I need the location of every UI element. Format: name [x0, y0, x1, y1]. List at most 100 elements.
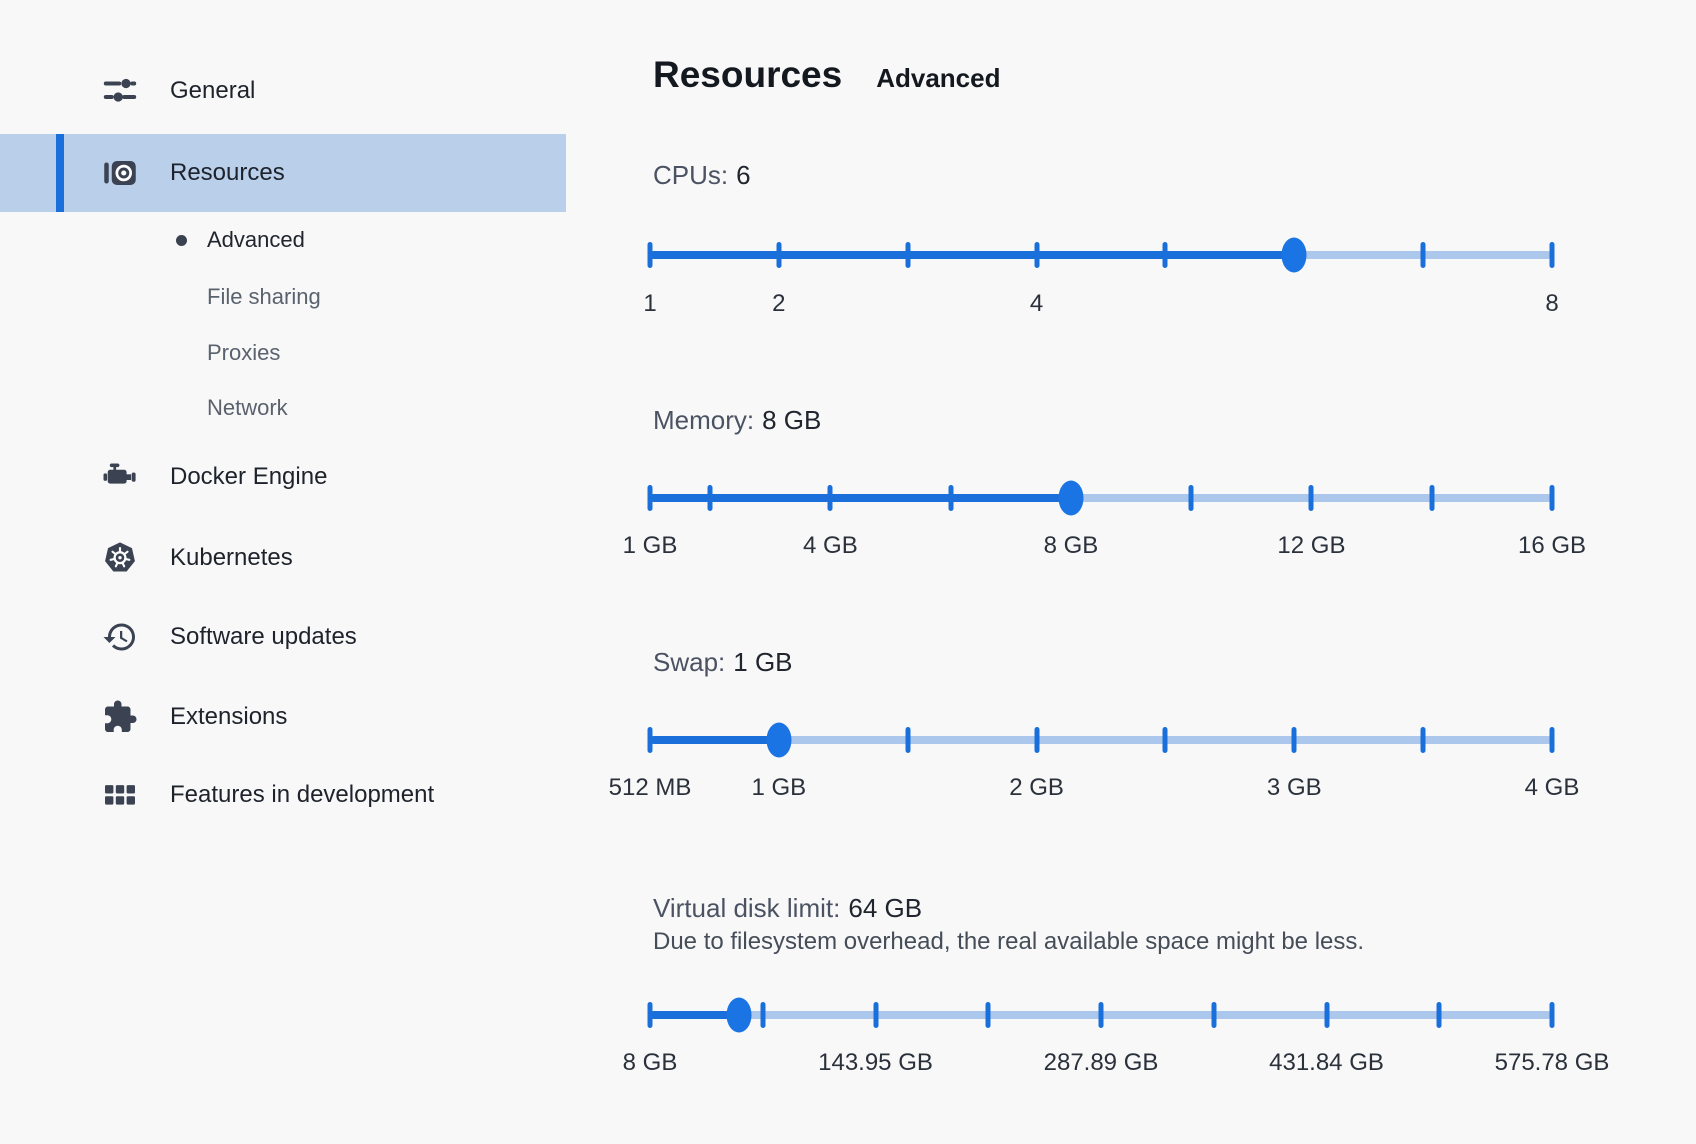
slider-tick [647, 242, 653, 268]
slider-tick [905, 242, 911, 268]
slider-tick-label: 8 GB [1043, 532, 1099, 559]
memory-slider[interactable] [647, 478, 1555, 518]
sidebar-item-label: Features in development [170, 781, 435, 808]
slider-handle[interactable] [726, 997, 752, 1033]
page-subtitle: Advanced [876, 63, 1001, 93]
sidebar-item-extensions[interactable]: Extensions [0, 677, 566, 757]
sidebar-item-label: Extensions [170, 703, 288, 730]
slider-handle[interactable] [766, 722, 792, 758]
slider-tick-label: 2 GB [1009, 774, 1064, 801]
sidebar-item-label: Docker Engine [170, 463, 328, 490]
sidebar-item-features-in-development[interactable]: Features in development [0, 755, 566, 835]
slider-tick [1098, 1002, 1104, 1028]
sidebar-item-label: Software updates [170, 623, 357, 650]
slider-tick-label: 512 MB [608, 774, 692, 801]
slider-tick-label: 4 [1029, 290, 1044, 317]
tune-icon [102, 73, 138, 109]
slider-tick-label: 2 [772, 290, 786, 317]
slider-tick-label: 8 GB [622, 1049, 678, 1076]
slider-track [650, 494, 1552, 502]
kubernetes-icon [102, 540, 138, 576]
slider-tick [948, 485, 954, 511]
slider-tick [1429, 485, 1435, 511]
swap-label: Swap: 1 GB [653, 647, 793, 677]
history-icon [102, 619, 138, 655]
sidebar-subitem-advanced[interactable]: Advanced [207, 227, 305, 252]
slider-tick-label: 12 GB [1277, 532, 1346, 559]
slider-tick-label: 16 GB [1517, 532, 1587, 559]
puzzle-icon [102, 699, 138, 735]
slider-tick [1420, 727, 1426, 753]
virtual-disk-limit-note: Due to filesystem overhead, the real ava… [653, 928, 1365, 955]
slider-tick [760, 1002, 766, 1028]
slider-tick [905, 727, 911, 753]
slider-tick [985, 1002, 991, 1028]
slider-fill [650, 736, 779, 744]
resources-icon [102, 155, 138, 191]
slider-tick [647, 1002, 653, 1028]
virtual-disk-limit-slider[interactable] [647, 995, 1555, 1035]
swap-tick-labels: 512 MB 1 GB 2 GB 3 GB 4 GB [609, 774, 1580, 802]
slider-fill [650, 494, 1071, 502]
slider-tick-label: 431.84 GB [1269, 1049, 1384, 1076]
slider-tick [1549, 485, 1555, 511]
slider-track [650, 736, 1552, 744]
slider-tick [1436, 1002, 1442, 1028]
cpus-value: 6 [736, 160, 751, 190]
slider-tick [1549, 1002, 1555, 1028]
slider-fill [650, 251, 1295, 259]
slider-tick-label: 1 GB [751, 774, 807, 801]
slider-tick-label: 143.95 GB [818, 1049, 933, 1076]
sidebar-item-docker-engine[interactable]: Docker Engine [0, 437, 566, 517]
slider-tick [647, 727, 653, 753]
slider-tick [776, 242, 782, 268]
slider-tick [1291, 727, 1297, 753]
slider-handle[interactable] [1281, 237, 1307, 273]
slider-tick-label: 1 GB [622, 532, 678, 559]
slider-tick [1034, 727, 1040, 753]
memory-tick-labels: 1 GB 4 GB 8 GB 12 GB 16 GB [623, 532, 1586, 560]
sidebar-subitem-file-sharing[interactable]: File sharing [207, 284, 321, 309]
cpus-tick-labels: 1 2 4 8 [643, 290, 1558, 318]
sidebar-item-label: Resources [170, 159, 285, 186]
sidebar-item-label: Kubernetes [170, 544, 293, 571]
slider-tick-label: 8 [1545, 290, 1559, 317]
slider-tick-label: 575.78 GB [1494, 1049, 1610, 1076]
sidebar-subitem-proxies[interactable]: Proxies [207, 340, 281, 365]
sidebar-item-resources[interactable]: Resources [0, 134, 566, 212]
virtual-disk-limit-label: Virtual disk limit: 64 GB [653, 893, 923, 923]
slider-tick [1549, 727, 1555, 753]
selected-accent-bar [56, 134, 64, 212]
slider-tick [1308, 485, 1314, 511]
slider-tick-label: 287.89 GB [1043, 1049, 1159, 1076]
page-title: Resources [653, 54, 843, 95]
slider-handle[interactable] [1058, 480, 1084, 516]
grid-icon [102, 777, 138, 813]
slider-tick [1324, 1002, 1329, 1028]
slider-tick [1188, 485, 1194, 511]
slider-tick [827, 485, 833, 511]
slider-tick [1162, 242, 1168, 268]
engine-icon [102, 459, 138, 495]
sidebar-item-general[interactable]: General [0, 51, 566, 131]
sidebar-item-kubernetes[interactable]: Kubernetes [0, 518, 566, 598]
virtual-disk-limit-value: 64 GB [848, 893, 923, 923]
memory-label: Memory: 8 GB [653, 405, 822, 435]
slider-tick-label: 1 [643, 290, 657, 317]
cpus-label: CPUs: 6 [653, 160, 751, 190]
sidebar-item-label: General [170, 77, 256, 104]
slider-tick-label: 3 GB [1266, 774, 1322, 801]
cpus-slider[interactable] [647, 235, 1555, 275]
virtual-disk-limit-tick-labels: 8 GB 143.95 GB 287.89 GB 431.84 GB 575.78 GB [623, 1049, 1610, 1077]
sidebar-item-software-updates[interactable]: Software updates [0, 597, 566, 677]
slider-tick [1034, 242, 1040, 268]
swap-slider[interactable] [647, 720, 1555, 760]
slider-tick-label: 4 GB [803, 532, 858, 559]
sidebar-subitem-network[interactable]: Network [207, 395, 288, 420]
active-subitem-bullet [176, 235, 187, 246]
slider-tick-label: 4 GB [1524, 774, 1580, 801]
slider-tick [1162, 727, 1168, 753]
swap-value: 1 GB [733, 647, 793, 677]
memory-value: 8 GB [762, 405, 822, 435]
